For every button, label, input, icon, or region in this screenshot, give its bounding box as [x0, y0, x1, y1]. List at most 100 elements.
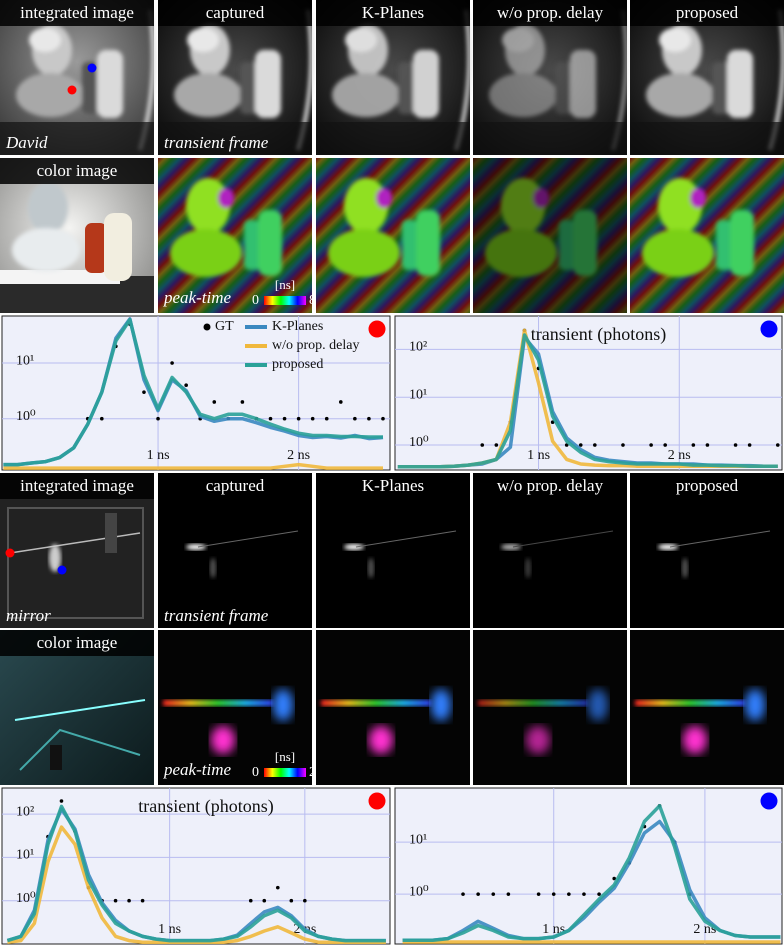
image-shape [630, 158, 784, 313]
chart-title: transient (photons) [531, 324, 666, 345]
column-label: captured [206, 476, 265, 495]
column-label: proposed [676, 476, 739, 495]
gt-point [127, 899, 131, 903]
image-shape [255, 50, 281, 118]
image-shape [28, 182, 68, 234]
peak-label: peak-time [163, 760, 231, 779]
gt-point [381, 417, 385, 421]
image-shape [690, 188, 706, 208]
image-shape [344, 544, 364, 550]
column-label: captured [206, 3, 265, 22]
gt-point [692, 443, 696, 447]
image-shape [502, 28, 534, 52]
image-shape [368, 558, 374, 578]
image-shape [570, 50, 596, 118]
image-shape [431, 689, 451, 721]
figure: integrated image captured K-Planes w/o p… [0, 0, 784, 945]
image-shape [413, 50, 439, 118]
x-tick-label: 1 ns [158, 922, 181, 937]
gt-point [276, 886, 280, 890]
column-label: integrated image [20, 476, 134, 495]
probe-marker [761, 793, 778, 810]
image-shape [525, 558, 531, 578]
gt-point [156, 417, 160, 421]
gt-point [184, 383, 188, 387]
image-shape [321, 700, 431, 706]
gt-point [241, 400, 245, 404]
legend-label: w/o prop. delay [272, 338, 359, 353]
probe-dot [68, 86, 77, 95]
image-shape [345, 28, 377, 52]
column-label: w/o prop. delay [497, 476, 604, 495]
image-shape [485, 229, 557, 277]
legend-label: K-Planes [272, 319, 323, 334]
probe-marker [369, 321, 386, 338]
image-shape [332, 73, 400, 117]
image-cell [473, 630, 627, 785]
image-shape [659, 28, 691, 52]
gt-point [269, 417, 273, 421]
probe-dot [58, 566, 67, 575]
gt-point [297, 417, 301, 421]
image-shape [328, 229, 400, 277]
image-shape [478, 700, 588, 706]
image-shape [85, 223, 107, 273]
image-shape [727, 50, 753, 118]
image-shape [12, 228, 80, 272]
image-shape [50, 745, 62, 770]
x-tick-label: 1 ns [527, 448, 550, 463]
gt-point [476, 892, 480, 896]
probe-dot [6, 549, 15, 558]
image-shape [745, 689, 765, 721]
colorbar-min: 0 [252, 765, 259, 780]
image-shape [642, 229, 714, 277]
y-tick-label: 10² [409, 340, 427, 355]
frame-label: transient frame [164, 133, 269, 152]
colorbar [264, 296, 306, 305]
x-tick-label: 2 ns [287, 448, 310, 463]
scene-label: mirror [6, 606, 51, 625]
image-cell [473, 158, 627, 313]
image-cell [316, 630, 470, 785]
image-shape [646, 73, 714, 117]
image-shape [163, 700, 273, 706]
column-label: w/o prop. delay [497, 3, 604, 22]
image-shape [533, 188, 549, 208]
column-label: K-Planes [362, 3, 424, 22]
probe-dot [88, 64, 97, 73]
gt-point [283, 417, 287, 421]
color-label: color image [37, 161, 118, 180]
gt-point [663, 443, 667, 447]
image-shape [473, 122, 627, 155]
image-shape [730, 210, 754, 276]
image-shape [376, 188, 392, 208]
image-shape [316, 158, 470, 313]
plot-area [395, 788, 782, 944]
gt-point [212, 400, 216, 404]
image-shape [258, 210, 282, 276]
color-label: color image [37, 633, 118, 652]
gt-point [537, 892, 541, 896]
y-tick-label: 10⁰ [16, 891, 36, 906]
image-shape [489, 73, 557, 117]
legend-swatch [204, 324, 211, 331]
image-shape [211, 726, 235, 754]
scene-label: David [5, 133, 48, 152]
legend-label: GT [215, 319, 234, 334]
image-shape [174, 73, 242, 117]
column-label: K-Planes [362, 476, 424, 495]
gt-point [491, 892, 495, 896]
colorbar-unit: [ns] [275, 749, 295, 764]
gt-point [141, 899, 145, 903]
gt-point [339, 400, 343, 404]
colorbar-unit: [ns] [275, 277, 295, 292]
gt-point [325, 417, 329, 421]
image-shape [104, 213, 132, 281]
gt-point [582, 892, 586, 896]
gt-point [495, 443, 499, 447]
gt-point [776, 443, 780, 447]
image-shape [369, 726, 393, 754]
frame-label: transient frame [164, 606, 269, 625]
gt-point [114, 899, 118, 903]
image-shape [97, 50, 123, 118]
